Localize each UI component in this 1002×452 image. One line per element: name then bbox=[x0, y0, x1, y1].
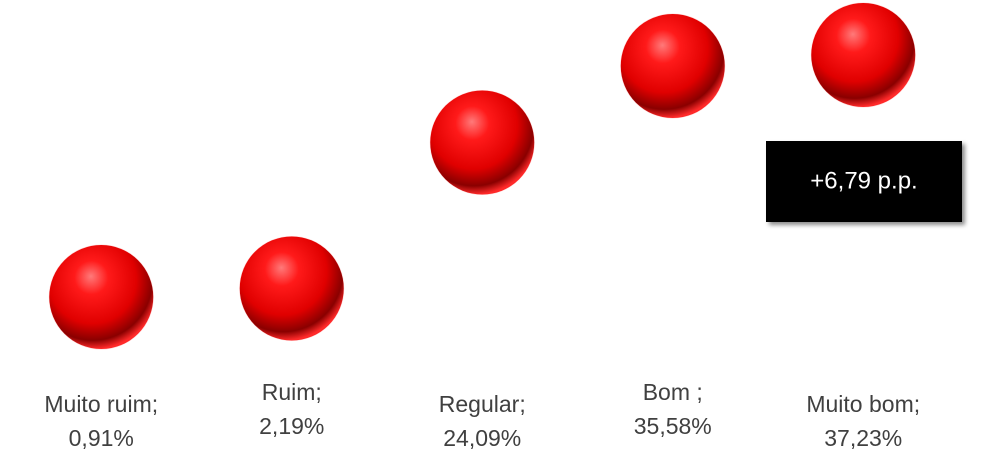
category-label: Muito ruim; bbox=[44, 391, 158, 417]
sphere bbox=[239, 235, 345, 341]
category-label: Muito bom; bbox=[806, 391, 920, 417]
value-label: 2,19% bbox=[259, 413, 324, 439]
value-label: 0,91% bbox=[69, 425, 134, 451]
category-label: Ruim; bbox=[262, 379, 322, 405]
value-label: 37,23% bbox=[824, 425, 902, 451]
value-label: 24,09% bbox=[443, 425, 521, 451]
category-label: Regular; bbox=[439, 391, 526, 417]
sphere bbox=[429, 90, 535, 196]
value-label: 35,58% bbox=[634, 413, 712, 439]
sphere bbox=[810, 2, 916, 108]
sphere bbox=[48, 244, 154, 350]
annotation-box bbox=[766, 141, 962, 222]
category-label: Bom ; bbox=[643, 379, 703, 405]
sphere bbox=[620, 13, 726, 119]
annotation: +6,79 p.p. bbox=[810, 167, 917, 194]
